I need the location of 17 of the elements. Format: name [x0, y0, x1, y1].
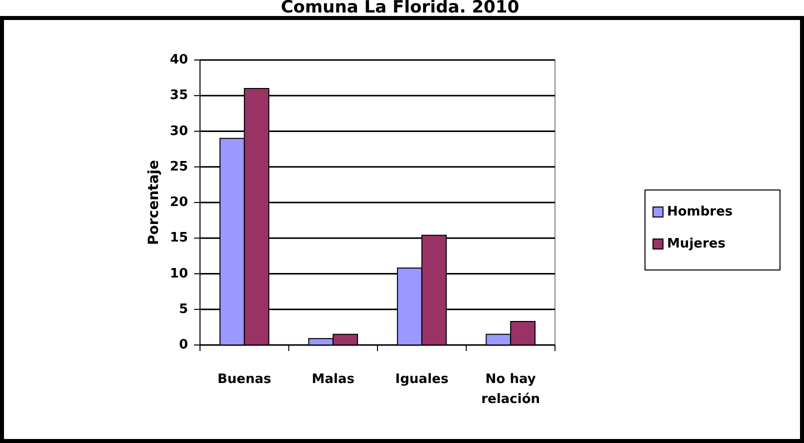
x-tick-label: No hay relación — [481, 372, 540, 407]
y-tick-label: 30 — [170, 124, 188, 139]
y-tick-label: 25 — [170, 159, 188, 174]
y-tick-label: 5 — [178, 302, 188, 317]
legend-label: Mujeres — [667, 236, 726, 252]
y-axis-title: Porcentaje — [146, 160, 162, 245]
y-tick-label: 35 — [170, 88, 188, 104]
y-tick-label: 15 — [170, 230, 188, 246]
x-tick-label: Buenas — [218, 372, 272, 387]
legend-label: Hombres — [667, 204, 733, 220]
y-tick-label: 10 — [170, 266, 188, 282]
x-tick-label: Iguales — [395, 372, 449, 387]
y-tick-label: 20 — [170, 195, 188, 210]
y-tick-label: 0 — [178, 338, 188, 353]
chart-title: Comuna La Florida. 2010 — [280, 0, 520, 18]
x-tick-label: Malas — [312, 372, 355, 387]
y-tick-label: 40 — [170, 52, 188, 68]
